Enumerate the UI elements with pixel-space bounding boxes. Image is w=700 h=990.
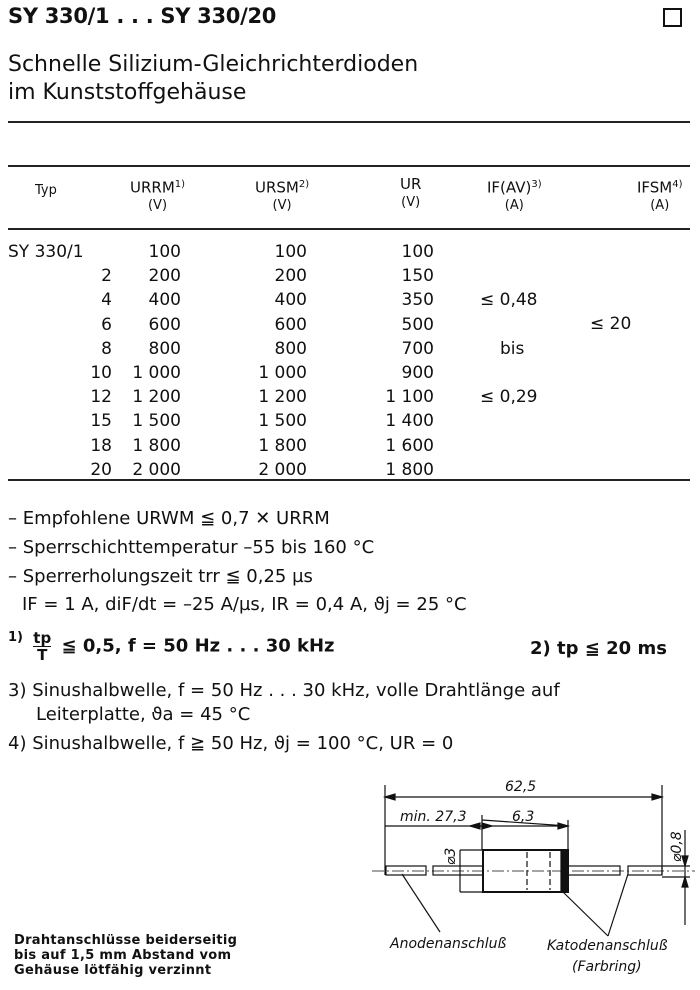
cell-ursm: 1 800 (258, 435, 307, 456)
cell-ur: 150 (401, 266, 434, 287)
cell-typ: 4 (101, 290, 112, 311)
cell-typ: 8 (101, 338, 112, 359)
cell-urrm: 1 800 (132, 435, 181, 456)
cell-typ: 10 (90, 363, 112, 383)
cell-ur: 700 (401, 338, 434, 359)
ifsm-value: ≤ 20 (590, 314, 632, 334)
cell-typ: 20 (90, 459, 112, 480)
footnote-1: 1) tp T ≦ 0,5, f = 50 Hz . . . 30 kHz (8, 629, 335, 664)
subtitle-line-1: Schnelle Silizium-Gleichrichterdioden (8, 52, 419, 77)
dim-total-length: 62,5 (505, 779, 536, 795)
cell-ur: 1 800 (385, 459, 434, 480)
cell-typ: 2 (101, 266, 112, 287)
lead-tinning-note: Drahtanschlüsse beiderseitig bis auf 1,5 … (14, 933, 238, 978)
cell-typ: 6 (101, 314, 112, 335)
col-header-typ: Typ (35, 183, 57, 198)
divider (8, 121, 690, 123)
cell-ur: 1 400 (385, 411, 434, 432)
note-urwm: – Empfohlene URWM ≦ 0,7 ✕ URRM (8, 508, 330, 529)
cell-ur: 500 (401, 314, 434, 335)
dim-lead-length: min. 27,3 (400, 809, 466, 825)
cell-ursm: 1 500 (258, 411, 307, 432)
table-header-rule (8, 228, 690, 230)
cell-ursm: 2 000 (258, 459, 307, 480)
cell-ur: 350 (401, 290, 434, 311)
cell-typ: SY 330/1 (8, 242, 84, 262)
cell-ursm: 200 (274, 266, 307, 287)
col-header-ifsm: IFSM4) (A) (637, 178, 683, 214)
note-temperature: – Sperrschichttemperatur –55 bis 160 °C (8, 537, 375, 558)
cell-urrm: 600 (148, 314, 181, 335)
table-top-rule (8, 165, 690, 167)
cell-ursm: 600 (274, 314, 307, 335)
ifav-bis: bis (500, 339, 525, 359)
cell-ursm: 1 200 (258, 387, 307, 408)
col-header-ur: UR (V) (400, 175, 422, 211)
anode-label: Anodenanschluß (389, 936, 506, 952)
subtitle-line-2: im Kunststoffgehäuse (8, 80, 247, 105)
cell-typ: 12 (90, 387, 112, 408)
dim-lead-diameter: ⌀0,8 (669, 831, 685, 862)
footnote-3: 3) Sinushalbwelle, f = 50 Hz . . . 30 kH… (8, 680, 560, 701)
cell-typ: 18 (90, 435, 112, 456)
footnote-4: 4) Sinushalbwelle, f ≧ 50 Hz, ϑj = 100 °… (8, 733, 454, 754)
col-header-urrm: URRM1) (V) (130, 178, 186, 214)
cell-urrm: 400 (148, 290, 181, 311)
cell-ursm: 400 (274, 290, 307, 311)
cell-ur: 1 100 (385, 387, 434, 408)
note-conditions: IF = 1 A, diF/dt = –25 A/µs, IR = 0,4 A,… (22, 594, 467, 615)
ifav-max: ≤ 0,48 (480, 290, 538, 310)
table-bottom-rule (8, 479, 690, 481)
footnote-3-cont: Leiterplatte, ϑa = 45 °C (36, 704, 251, 725)
checkbox (663, 8, 682, 27)
cell-urrm: 1 000 (132, 363, 181, 383)
cell-ursm: 100 (274, 242, 307, 262)
cell-urrm: 800 (148, 338, 181, 359)
cell-ur: 900 (401, 363, 434, 383)
cell-ursm: 800 (274, 338, 307, 359)
ifav-min: ≤ 0,29 (480, 387, 538, 407)
footnote-2: 2) tp ≦ 20 ms (530, 638, 667, 659)
cell-urrm: 100 (148, 242, 181, 262)
cell-ur: 100 (401, 242, 434, 262)
cell-urrm: 2 000 (132, 459, 181, 480)
col-header-ifav: IF(AV)3) (A) (487, 178, 542, 214)
page-title: SY 330/1 . . . SY 330/20 (8, 4, 277, 28)
cell-urrm: 1 500 (132, 411, 181, 432)
col-header-ursm: URSM2) (V) (255, 178, 310, 214)
note-recovery-time: – Sperrerholungszeit trr ≦ 0,25 µs (8, 566, 313, 587)
cell-ursm: 1 000 (258, 363, 307, 383)
dim-body-length: 6,3 (512, 809, 534, 825)
cell-urrm: 200 (148, 266, 181, 287)
cathode-label: Katodenanschluß (547, 938, 668, 954)
cell-typ: 15 (90, 411, 112, 432)
cathode-color-ring-label: (Farbring) (572, 959, 642, 975)
cell-urrm: 1 200 (132, 387, 181, 408)
dim-body-diameter: ⌀3 (443, 848, 459, 865)
cell-ur: 1 600 (385, 435, 434, 456)
